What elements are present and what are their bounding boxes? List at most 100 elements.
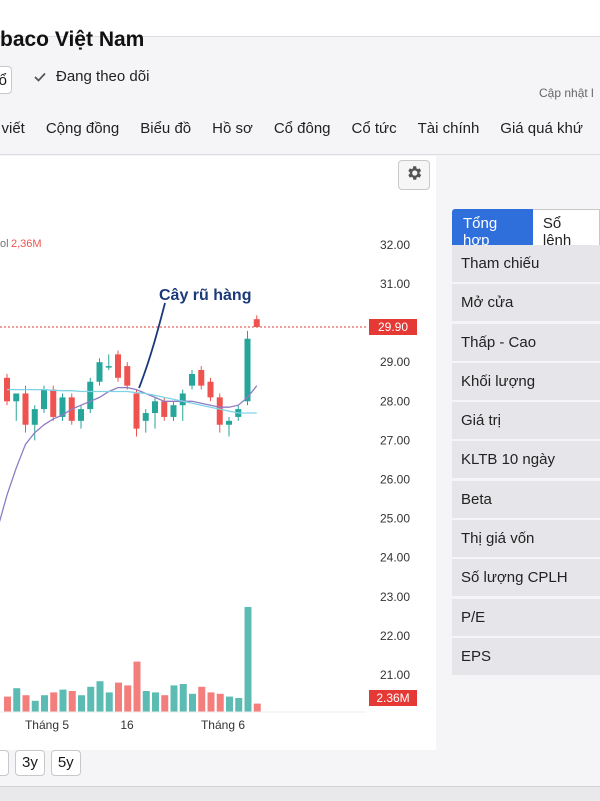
stat-row-open: Mở cửa [452, 284, 600, 322]
volume-bar [50, 692, 58, 712]
volume-bar [87, 686, 95, 712]
gear-icon [405, 164, 423, 187]
range-button-3y[interactable]: 3y [15, 750, 45, 776]
y-tick-label: 31.00 [380, 277, 410, 291]
candle-body [87, 381, 94, 410]
stat-row-eps: EPS [452, 637, 600, 675]
tab-profile[interactable]: Hồ sơ [212, 120, 253, 137]
candle-body [170, 405, 177, 417]
volume-bar [4, 696, 11, 712]
current-price-box [369, 319, 417, 335]
volume-bar [253, 703, 261, 712]
tab-dividends[interactable]: Cổ tức [351, 120, 397, 137]
candlestick [124, 362, 131, 390]
candle-body [198, 370, 205, 386]
y-tick-label: 27.00 [380, 433, 410, 447]
chart-annotation: Cây rũ hàng [159, 287, 251, 304]
volume-bar [235, 698, 243, 712]
candle-body [31, 409, 38, 425]
tab-financials[interactable]: Tài chính [417, 120, 480, 137]
volume-bar [31, 700, 39, 712]
stats-list: Tham chiếu Mở cửa Thấp - Cao Khối lượng … [452, 245, 600, 677]
candlestick [59, 393, 66, 421]
candle-body [13, 393, 20, 402]
price-chart[interactable]: ol 2,36M 32.00 31.00 29.00 28.00 27.00 26.00 2… [0, 190, 436, 750]
stat-row-volume: Khối lượng [452, 362, 600, 400]
tab-posts[interactable]: i viết [0, 120, 25, 137]
candle-body [207, 381, 214, 398]
candle-body [78, 409, 84, 421]
volume-bar [161, 695, 169, 712]
volume-bar [244, 607, 252, 712]
candlestick [216, 393, 223, 433]
volume-bar [226, 696, 233, 712]
candle-body [59, 397, 66, 417]
volume-bar [152, 692, 159, 712]
y-tick-label: 23.00 [380, 590, 410, 604]
range-button-partial[interactable] [0, 750, 9, 776]
check-icon [34, 72, 46, 82]
y-tick-label: 25.00 [380, 512, 410, 526]
candle-body [152, 401, 158, 414]
range-button-5y[interactable]: 5y [50, 750, 81, 776]
volume-bar [189, 693, 196, 712]
watching-toggle[interactable]: Đang theo dõi [34, 68, 149, 85]
candle-body [216, 397, 223, 425]
tabs-divider [0, 154, 600, 155]
updated-label: Cập nhật l [539, 86, 594, 100]
volume-bar [179, 684, 187, 712]
stat-row-beta: Beta [452, 480, 600, 518]
candle-body [50, 389, 57, 417]
candlestick [78, 405, 84, 429]
stat-row-low-high: Thấp - Cao [452, 323, 600, 361]
candle-body [41, 389, 47, 410]
candle-body [115, 354, 121, 378]
volume-label: ol [0, 238, 9, 250]
candlestick [253, 315, 260, 327]
volume-bar [142, 691, 150, 712]
candle-body [226, 420, 232, 425]
tab-community[interactable]: Cộng đồng [45, 120, 120, 137]
y-tick-label: 21.00 [380, 668, 410, 682]
follow-button[interactable]: ổ [0, 66, 12, 94]
tab-shareholders[interactable]: Cổ đông [273, 120, 331, 137]
candlestick [96, 358, 103, 386]
volume-bar [96, 681, 104, 712]
chart-panel [0, 156, 436, 750]
volume-bar [59, 689, 67, 712]
chart-settings-button[interactable] [398, 160, 430, 190]
candle-body [244, 338, 251, 402]
candlestick [87, 377, 94, 414]
y-tick-label: 26.00 [380, 472, 410, 486]
current-volume-label: 2.36M [376, 691, 409, 705]
volume-bar [13, 688, 21, 712]
y-tick-label: 32.00 [380, 238, 410, 252]
candlestick [13, 393, 20, 421]
current-price-label: 29.90 [378, 320, 408, 334]
stat-row-avg-volume-10d: KLTB 10 ngày [452, 441, 600, 479]
stat-row-value: Giá trị [452, 402, 600, 440]
volume-value: 2,36M [11, 238, 42, 250]
top-bar [0, 0, 600, 37]
x-tick-label: Tháng 5 [25, 718, 69, 732]
candlestick [133, 389, 140, 437]
stat-row-reference: Tham chiếu [452, 245, 600, 282]
candle-body [161, 401, 168, 417]
moving-average-line-1 [0, 385, 258, 523]
candlestick [115, 350, 121, 382]
moving-average-line-2 [7, 388, 257, 414]
candlestick [244, 330, 251, 406]
candle-body [179, 393, 186, 406]
candle-body [189, 373, 195, 386]
volume-bar [198, 686, 206, 712]
section-tabs: i viết Cộng đồng Biểu đồ Hồ sơ Cổ đông C… [0, 120, 600, 144]
candlestick [226, 416, 232, 437]
tab-price-history[interactable]: Giá quá khứ [500, 120, 583, 137]
volume-bar [124, 685, 132, 712]
volume-bar [105, 692, 113, 712]
candlestick [105, 354, 112, 371]
candlestick [207, 377, 214, 402]
tab-chart[interactable]: Biểu đồ [140, 120, 192, 137]
stat-row-market-cap: Thị giá vốn [452, 520, 600, 558]
volume-bar [78, 695, 85, 712]
